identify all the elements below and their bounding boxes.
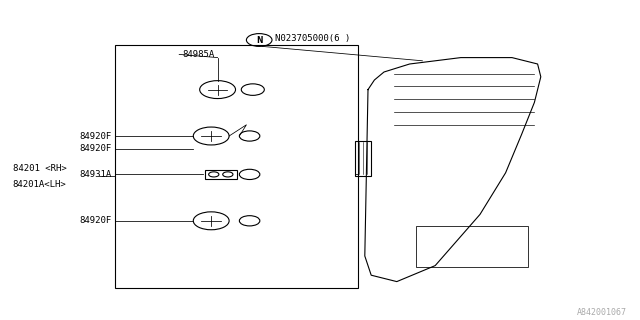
Text: 84920F: 84920F — [80, 216, 112, 225]
Text: N023705000(6 ): N023705000(6 ) — [275, 34, 351, 43]
Bar — [416, 226, 528, 267]
Text: 84201 <RH>: 84201 <RH> — [13, 164, 67, 172]
Bar — [355, 141, 371, 176]
Text: 84920F: 84920F — [80, 144, 112, 153]
Bar — [115, 45, 358, 288]
Text: 84201A<LH>: 84201A<LH> — [13, 180, 67, 188]
Text: A842001067: A842001067 — [577, 308, 627, 317]
Text: 84920F: 84920F — [80, 132, 112, 140]
Text: N: N — [256, 36, 262, 44]
Text: 84931A: 84931A — [80, 170, 112, 179]
Text: 84985A: 84985A — [182, 50, 214, 59]
Bar — [205, 170, 237, 179]
